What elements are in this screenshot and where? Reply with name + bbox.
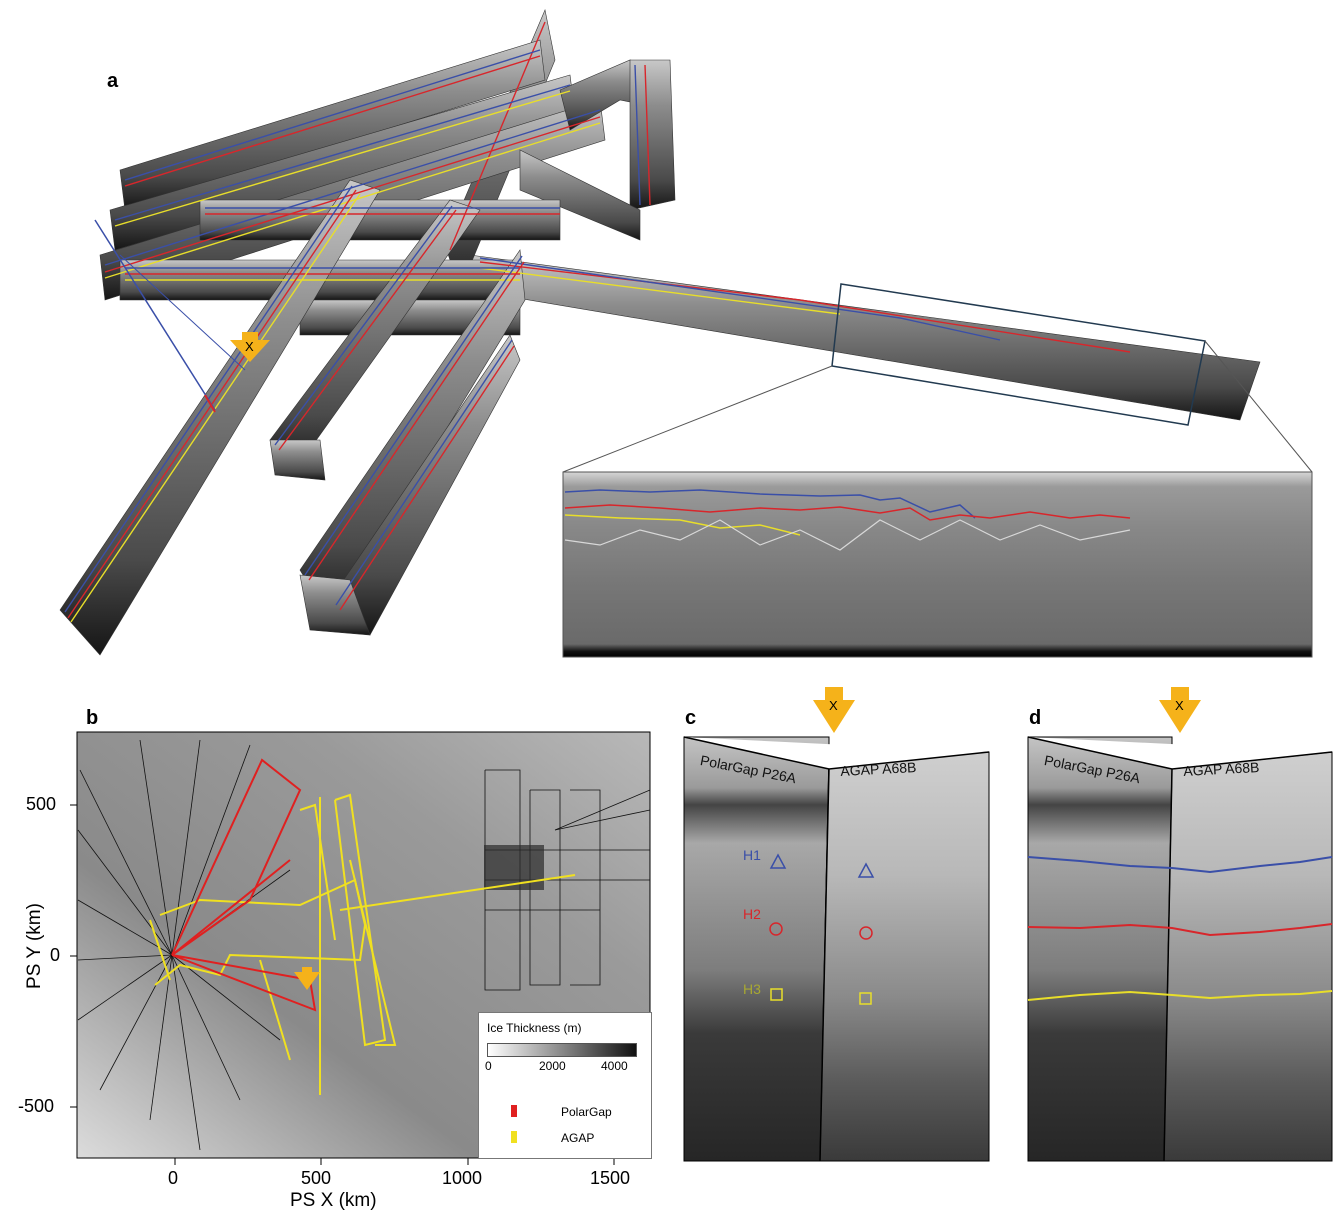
map-axis-ticks — [70, 804, 615, 1165]
legend-label-polargap: PolarGap — [561, 1105, 612, 1119]
horizon-traces-3d — [64, 21, 1131, 623]
x-tick-1000: 1000 — [442, 1168, 483, 1188]
zoom-box — [831, 283, 1206, 426]
x-tick-0: 0 — [168, 1168, 179, 1188]
legend-label-agap: AGAP — [561, 1131, 595, 1145]
legend-colorbar — [487, 1043, 637, 1057]
arrow-marker-b — [294, 967, 320, 990]
y-tick-0: 0 — [50, 945, 61, 965]
panel-letter-b: b — [86, 707, 99, 729]
x-tick-500: 500 — [301, 1168, 332, 1188]
survey-lines-agap — [149, 793, 576, 1095]
map-x-axis-label: PS X (km) — [290, 1190, 377, 1211]
map-legend: Ice Thickness (m) 0 2000 4000 PolarGap A… — [478, 1012, 652, 1159]
arrow-marker-a-label: X — [245, 339, 254, 354]
h1-marker-left — [769, 853, 787, 869]
traverse-line — [119, 254, 246, 371]
legend-tick-2000: 2000 — [539, 1059, 566, 1073]
legend-swatch-agap — [511, 1131, 517, 1143]
panel-letter-d: d — [1029, 707, 1042, 729]
c-h2-label: H2 — [743, 906, 761, 922]
legend-tick-0: 0 — [485, 1059, 492, 1073]
y-tick-500: 500 — [26, 794, 57, 814]
d-h3-trace — [1027, 990, 1333, 1001]
h2-marker-right — [859, 926, 873, 940]
panel-letter-c: c — [685, 707, 697, 729]
panel-letter-a: a — [107, 70, 119, 92]
h1-marker-right — [857, 862, 875, 878]
legend-tick-4000: 4000 — [601, 1059, 628, 1073]
legend-title: Ice Thickness (m) — [487, 1021, 582, 1035]
survey-cluster — [484, 845, 544, 890]
arrow-marker-d — [1159, 687, 1201, 733]
inset-radargram — [562, 471, 1313, 658]
c-h1-label: H1 — [743, 847, 761, 863]
d-h2-trace — [1027, 923, 1333, 937]
y-tick-neg500: -500 — [18, 1096, 55, 1116]
h3-marker-left — [770, 988, 783, 1001]
arrow-marker-c — [813, 687, 855, 733]
zoom-connector-right — [1204, 340, 1313, 473]
arrow-marker-a — [230, 332, 270, 362]
c-h3-label: H3 — [743, 981, 761, 997]
h2-marker-left — [769, 922, 783, 936]
survey-lines-polargap — [171, 758, 317, 1012]
x-tick-1500: 1500 — [590, 1168, 631, 1188]
arrow-marker-c-label: X — [829, 698, 838, 713]
d-h1-trace — [1027, 856, 1333, 874]
h3-marker-right — [859, 992, 872, 1005]
arrow-marker-d-label: X — [1175, 698, 1184, 713]
zoom-connector-left — [562, 365, 833, 473]
legend-swatch-polargap — [511, 1105, 517, 1117]
traverse-line — [94, 219, 216, 411]
traverse-line-red — [204, 394, 216, 413]
